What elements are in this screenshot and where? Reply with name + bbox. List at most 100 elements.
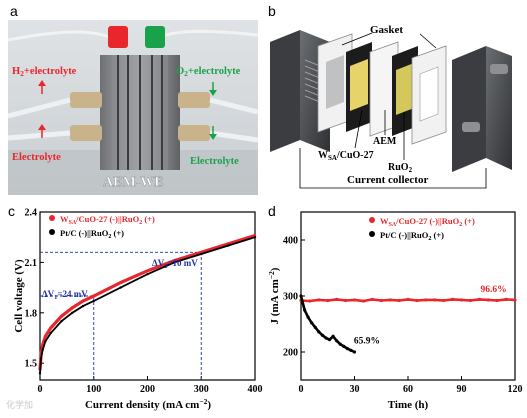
panel-letter-a: a bbox=[10, 3, 18, 19]
data-point bbox=[361, 299, 366, 303]
arrowhead-icon bbox=[209, 134, 217, 140]
legend-c-wsa: WSA/CuO-27 (-)||RuO2 (+) bbox=[60, 214, 155, 226]
panel-c: c 0 100 200 300 400 1.5 1.8 2.1 2.4 WSA/CuO-27 (… bbox=[8, 203, 263, 411]
x-tick-label: 200 bbox=[140, 384, 155, 395]
data-point bbox=[60, 320, 63, 323]
data-point bbox=[424, 298, 428, 302]
data-point bbox=[406, 297, 410, 301]
panel-letter-b: b bbox=[268, 3, 276, 19]
arrowhead-icon bbox=[38, 80, 46, 86]
data-point bbox=[313, 325, 317, 329]
y-tick-label: 1.5 bbox=[25, 359, 38, 370]
data-point bbox=[92, 294, 95, 298]
arrowhead-icon bbox=[209, 90, 217, 96]
data-point bbox=[468, 298, 473, 303]
chart-d-ylabel: J (mA cm−2) bbox=[267, 267, 281, 324]
o2-label: O2+electrolyte bbox=[176, 66, 241, 78]
series-line-ptc bbox=[39, 236, 256, 374]
data-point bbox=[49, 326, 52, 330]
data-point bbox=[49, 331, 52, 335]
panel-d: d 0 30 60 90 120 200 300 400 96.6% 65.9% WSA/CuO… bbox=[267, 203, 523, 411]
data-point bbox=[442, 298, 446, 303]
chart-c-xlabel: Current density (mA cm−2) bbox=[85, 397, 211, 411]
data-point bbox=[486, 298, 490, 302]
panel-letter-c: c bbox=[8, 203, 15, 219]
leader-line bbox=[341, 32, 373, 46]
data-point bbox=[335, 339, 339, 343]
data-point bbox=[450, 297, 455, 301]
data-point bbox=[38, 372, 42, 375]
tube bbox=[7, 97, 71, 119]
data-point bbox=[349, 348, 353, 352]
end-plate-right-side bbox=[452, 46, 486, 172]
legend-d-marker-red bbox=[369, 217, 375, 223]
y-tick-label: 1.8 bbox=[25, 308, 38, 319]
data-point bbox=[310, 321, 314, 325]
data-point bbox=[345, 347, 349, 351]
x-tick-label: 60 bbox=[403, 384, 413, 395]
data-point bbox=[327, 338, 332, 342]
wsa-electrode bbox=[350, 59, 368, 111]
y-tick-label: 2.1 bbox=[25, 258, 38, 269]
annotation-retention-wsa: 96.6% bbox=[481, 285, 507, 295]
data-point bbox=[41, 348, 44, 351]
data-point bbox=[317, 298, 321, 302]
electrolyte-left-label: Electrolyte bbox=[12, 152, 61, 163]
data-point bbox=[71, 306, 74, 309]
gasket-left-window bbox=[326, 55, 344, 109]
data-point bbox=[302, 308, 307, 312]
legend-d-wsa: WSA/CuO-27 (-)||RuO2 (+) bbox=[380, 216, 475, 228]
port-icon bbox=[462, 122, 480, 132]
data-point bbox=[342, 344, 346, 348]
data-point bbox=[306, 315, 310, 319]
end-plate-right bbox=[486, 46, 512, 170]
chart-d-xlabel: Time (h) bbox=[388, 399, 429, 411]
data-point bbox=[146, 272, 149, 276]
data-point bbox=[146, 269, 149, 272]
panel-b: b Gasket AEM WSA/CuO-27 RuO2 bbox=[268, 3, 512, 189]
data-point bbox=[513, 298, 517, 302]
data-point bbox=[433, 298, 437, 302]
chart-c-ylabel: Cell voltage (V) bbox=[13, 259, 25, 333]
legend-d-marker-black bbox=[369, 231, 375, 237]
flow-field-icon bbox=[304, 59, 326, 105]
data-point bbox=[39, 356, 43, 360]
data-point bbox=[71, 311, 74, 314]
data-point bbox=[415, 298, 419, 303]
data-point bbox=[477, 297, 481, 301]
h2-label: H2+electrolyte bbox=[12, 66, 77, 78]
y-tick-label: 300 bbox=[283, 292, 298, 303]
data-point bbox=[331, 334, 335, 338]
data-point bbox=[119, 286, 122, 289]
arrowhead-icon bbox=[38, 124, 46, 130]
data-point bbox=[388, 298, 392, 302]
data-point bbox=[326, 298, 330, 303]
gasket-right-window bbox=[419, 66, 439, 122]
data-point bbox=[317, 330, 321, 334]
data-point bbox=[226, 244, 230, 247]
fitting-icon bbox=[70, 92, 102, 108]
y-tick-label: 200 bbox=[283, 348, 298, 359]
electrolyte-right-label: Electrolyte bbox=[190, 156, 239, 167]
port-icon bbox=[490, 64, 508, 74]
data-point bbox=[370, 297, 374, 301]
x-tick-label: 0 bbox=[38, 384, 43, 395]
annotation-dv1: ΔV1=24 mV bbox=[42, 289, 88, 301]
data-point bbox=[320, 333, 324, 337]
data-point bbox=[119, 281, 122, 284]
data-point bbox=[44, 335, 47, 338]
tube bbox=[209, 97, 259, 115]
data-point bbox=[335, 297, 339, 301]
fitting-icon bbox=[178, 92, 210, 108]
watermark: 化学加 bbox=[6, 399, 33, 410]
panel-letter-d: d bbox=[268, 203, 276, 219]
aem-label: AEM bbox=[373, 136, 397, 147]
legend-c-ptc: Pt/C (-)||RuO2 (+) bbox=[60, 228, 124, 240]
x-tick-label: 100 bbox=[86, 384, 101, 395]
data-point bbox=[504, 297, 508, 301]
data-point bbox=[459, 298, 464, 302]
x-tick-label: 120 bbox=[508, 384, 523, 395]
current-collector-label: Current collector bbox=[347, 174, 428, 186]
tube bbox=[209, 130, 259, 143]
